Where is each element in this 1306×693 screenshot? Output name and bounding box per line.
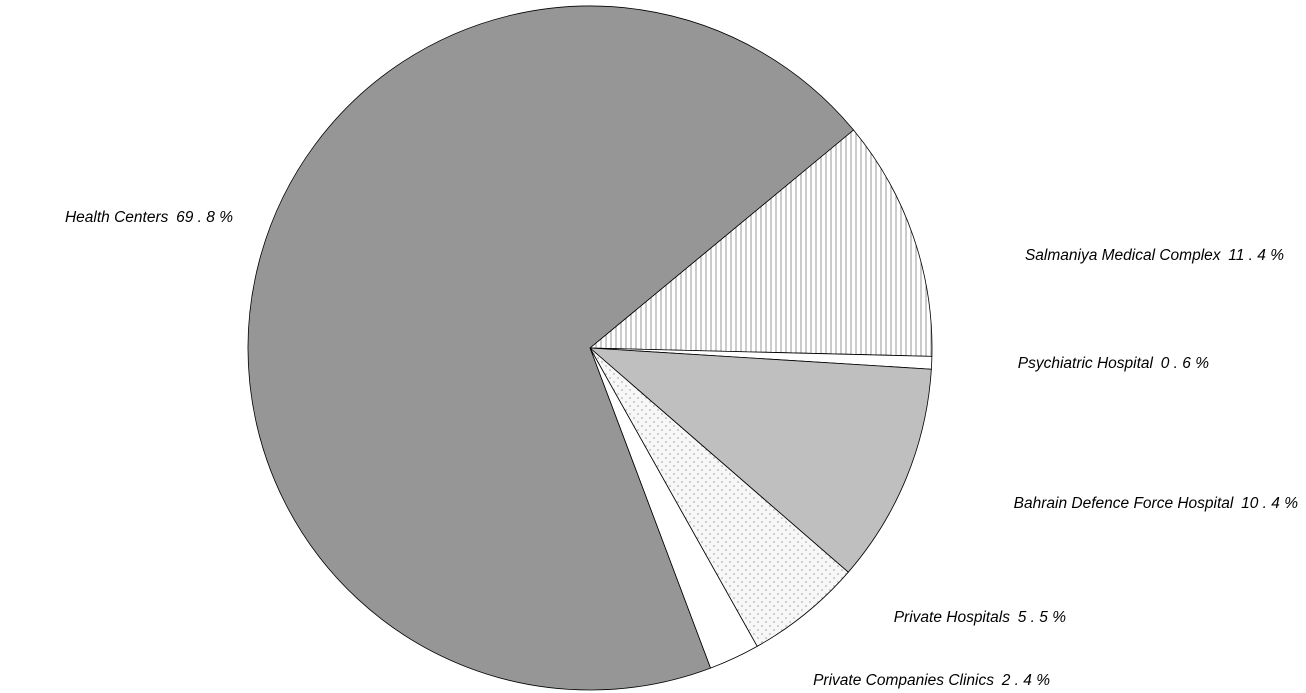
slice-label-bahrain-defence-force-hospital: Bahrain Defence Force Hospital 10 . 4 % [1014,495,1299,512]
pie-slice-health-centers [247,5,855,691]
pie-slice-bahrain-defence-force-hospital [588,347,932,573]
slice-label-salmaniya-medical-complex: Salmaniya Medical Complex 11 . 4 % [1025,247,1284,264]
slice-label-health-centers: Health Centers 69 . 8 % [65,209,233,226]
pie-slice-salmaniya-medical-complex [588,129,933,357]
pie-labels: Salmaniya Medical Complex 11 . 4 % Psychi… [65,209,1298,689]
slice-label-private-hospitals: Private Hospitals 5 . 5 % [894,609,1067,626]
pie-slices [247,5,933,691]
slice-label-psychiatric-hospital: Psychiatric Hospital 0 . 6 % [1018,355,1209,372]
slice-label-private-companies-clinics: Private Companies Clinics 2 . 4 % [813,672,1050,689]
